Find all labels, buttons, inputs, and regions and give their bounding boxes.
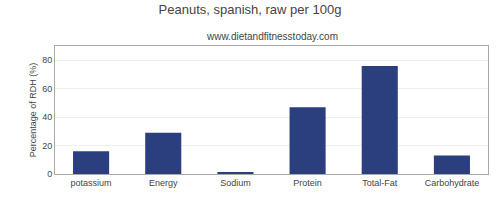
svg-text:Percentage of RDH (%): Percentage of RDH (%) xyxy=(28,63,38,158)
svg-text:40: 40 xyxy=(42,112,52,122)
svg-text:Sodium: Sodium xyxy=(220,178,251,188)
svg-text:60: 60 xyxy=(42,84,52,94)
svg-text:Protein: Protein xyxy=(293,178,322,188)
svg-text:Total-Fat: Total-Fat xyxy=(362,178,398,188)
svg-text:Peanuts, spanish, raw per 100g: Peanuts, spanish, raw per 100g xyxy=(159,2,342,17)
svg-text:20: 20 xyxy=(42,141,52,151)
svg-text:potassium: potassium xyxy=(71,178,112,188)
svg-text:80: 80 xyxy=(42,55,52,65)
svg-text:Carbohydrate: Carbohydrate xyxy=(425,178,480,188)
svg-text:0: 0 xyxy=(47,169,52,179)
svg-text:Energy: Energy xyxy=(149,178,178,188)
svg-text:www.dietandfitnesstoday.com: www.dietandfitnesstoday.com xyxy=(206,31,338,42)
